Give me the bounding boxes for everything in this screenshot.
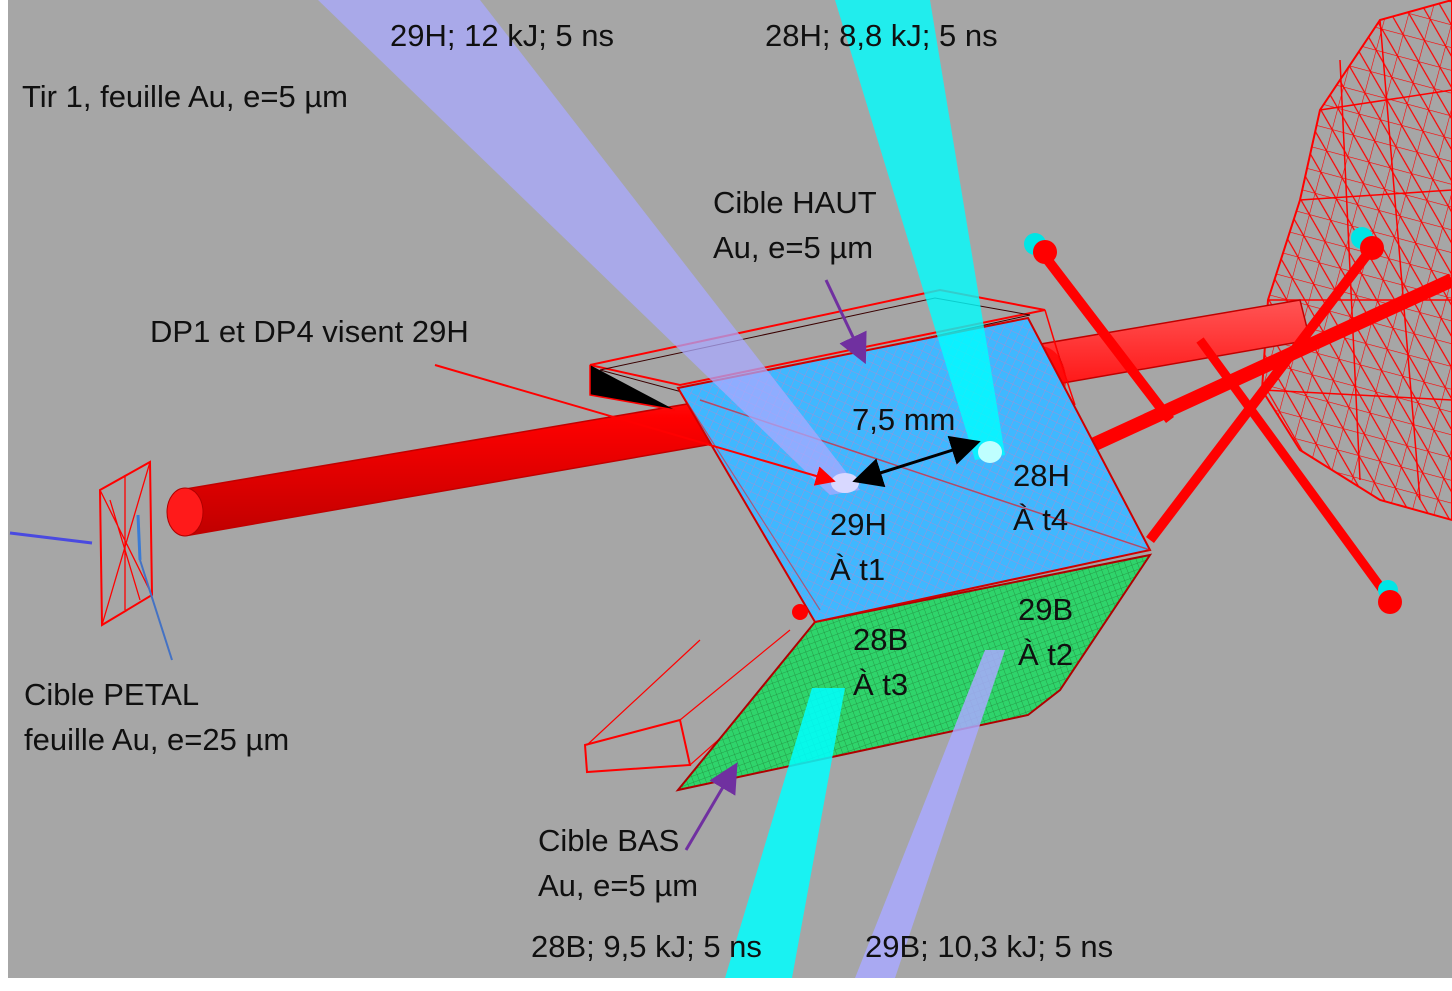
label-beam-28h: 28H; 8,8 kJ; 5 ns bbox=[765, 18, 998, 53]
arrow-target-top bbox=[824, 279, 867, 365]
beam-28h bbox=[835, 0, 1005, 460]
label-distance: 7,5 mm bbox=[852, 402, 955, 437]
top-target-frame bbox=[589, 288, 1076, 411]
arrow-target-bottom bbox=[684, 762, 738, 851]
label-petal-2: feuille Au, e=25 µm bbox=[24, 722, 289, 757]
label-beam-29b: 29B; 10,3 kJ; 5 ns bbox=[865, 929, 1113, 964]
label-spot-28b-1: 28B bbox=[853, 622, 908, 657]
spot-28h bbox=[978, 441, 1002, 463]
distance-arrow bbox=[852, 435, 981, 488]
label-target-bottom-1: Cible BAS bbox=[538, 823, 679, 858]
label-petal-1: Cible PETAL bbox=[24, 677, 199, 712]
label-spot-28h-2: À t4 bbox=[1013, 502, 1068, 537]
label-beam-28b: 28B; 9,5 kJ; 5 ns bbox=[531, 929, 762, 964]
beam-29b bbox=[855, 650, 1005, 978]
diagonal-rods bbox=[1024, 227, 1452, 614]
beam-29h bbox=[318, 0, 860, 495]
label-spot-29h-1: 29H bbox=[830, 507, 887, 542]
label-spot-29h-2: À t1 bbox=[830, 552, 885, 587]
arrow-diagnostic bbox=[434, 364, 836, 486]
label-spot-28b-2: À t3 bbox=[853, 667, 908, 702]
arrow-petal bbox=[139, 559, 173, 661]
label-target-top-1: Cible HAUT bbox=[713, 185, 877, 220]
spot-29h bbox=[831, 473, 859, 493]
label-spot-29b-1: 29B bbox=[1018, 592, 1073, 627]
label-spot-28h-1: 28H bbox=[1013, 458, 1070, 493]
label-target-top-2: Au, e=5 µm bbox=[713, 230, 873, 265]
label-beam-29h: 29H; 12 kJ; 5 ns bbox=[390, 18, 614, 53]
label-target-bottom-2: Au, e=5 µm bbox=[538, 868, 698, 903]
label-spot-29b-2: À t2 bbox=[1018, 637, 1073, 672]
label-diagnostic: DP1 et DP4 visent 29H bbox=[150, 314, 469, 349]
label-shot-title: Tir 1, feuille Au, e=5 µm bbox=[22, 79, 348, 114]
beam-28b bbox=[725, 688, 845, 978]
